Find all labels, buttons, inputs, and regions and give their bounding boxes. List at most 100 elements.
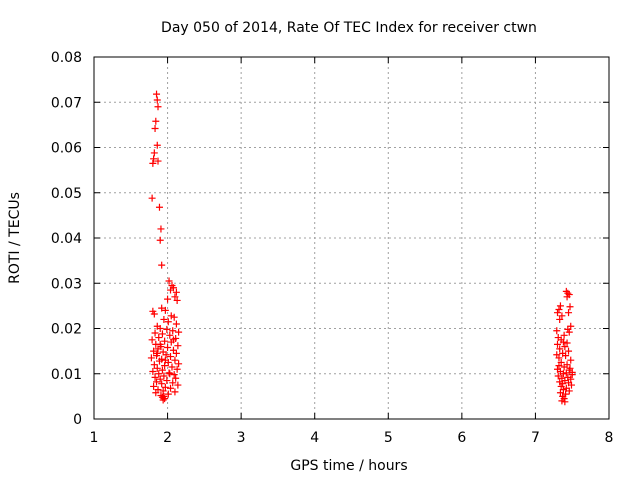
- y-axis-label: ROTI / TECUs: [7, 192, 23, 284]
- x-axis-label: GPS time / hours: [290, 458, 407, 474]
- data-point: [561, 398, 569, 406]
- data-point: [161, 306, 169, 314]
- data-point: [151, 329, 159, 337]
- data-point: [165, 369, 173, 377]
- data-point: [171, 293, 179, 301]
- data-point: [566, 364, 574, 372]
- x-tick-label: 7: [531, 430, 540, 446]
- data-point: [560, 363, 568, 371]
- y-tick-label: 0.03: [51, 276, 82, 292]
- data-point: [565, 347, 573, 355]
- data-point: [155, 370, 163, 378]
- data-point: [149, 159, 157, 167]
- data-point: [164, 390, 172, 398]
- data-point: [553, 351, 561, 359]
- data-point: [151, 373, 159, 381]
- data-point: [567, 381, 575, 389]
- data-point: [173, 296, 181, 304]
- data-point: [565, 387, 573, 395]
- data-point: [169, 346, 177, 354]
- data-point: [559, 386, 567, 394]
- data-point: [156, 236, 164, 244]
- data-point: [153, 90, 161, 98]
- data-point: [162, 351, 170, 359]
- data-point: [150, 361, 158, 369]
- data-point: [174, 342, 182, 350]
- data-point: [158, 304, 166, 312]
- data-point: [155, 357, 163, 365]
- data-point: [174, 381, 182, 389]
- data-point: [153, 349, 161, 357]
- data-point: [554, 372, 562, 380]
- data-point: [168, 363, 176, 371]
- data-point: [153, 364, 161, 372]
- data-point: [171, 356, 179, 364]
- data-point: [555, 305, 563, 313]
- data-point: [171, 388, 179, 396]
- data-point: [559, 370, 567, 378]
- data-point: [561, 343, 569, 351]
- data-point: [564, 289, 572, 297]
- data-point: [567, 322, 575, 330]
- data-point: [558, 312, 566, 320]
- grid-lines: [94, 57, 609, 419]
- data-point: [170, 313, 178, 321]
- data-point: [160, 315, 168, 323]
- data-point: [169, 379, 177, 387]
- data-point: [562, 369, 570, 377]
- data-point: [158, 366, 166, 374]
- data-point: [169, 336, 177, 344]
- data-point: [158, 261, 166, 269]
- data-point: [565, 309, 573, 317]
- data-point: [163, 377, 171, 385]
- data-point: [156, 340, 164, 348]
- data-point: [167, 353, 175, 361]
- data-point: [152, 389, 160, 397]
- data-point: [172, 320, 180, 328]
- data-point: [568, 368, 576, 376]
- x-tick-label: 8: [605, 430, 614, 446]
- data-point: [150, 310, 158, 318]
- data-point: [554, 309, 561, 317]
- data-point: [556, 389, 564, 397]
- data-point: [164, 344, 172, 352]
- y-tick-label: 0.01: [51, 367, 82, 383]
- data-point: [153, 141, 161, 149]
- data-point: [566, 303, 574, 311]
- x-tick-label: 5: [384, 430, 393, 446]
- data-point: [157, 225, 165, 233]
- data-point: [148, 194, 156, 202]
- data-point: [554, 340, 561, 348]
- data-point: [559, 338, 567, 346]
- data-point: [169, 327, 177, 335]
- data-point: [158, 380, 166, 388]
- data-points: [147, 90, 576, 406]
- data-point: [153, 96, 161, 104]
- plot-area-border: [93, 56, 610, 420]
- data-point: [161, 383, 169, 391]
- data-point: [555, 362, 563, 370]
- data-point: [159, 387, 167, 395]
- data-point: [567, 375, 575, 383]
- x-tick-label: 3: [237, 430, 246, 446]
- y-tick-label: 0.08: [51, 50, 82, 66]
- data-point: [172, 349, 180, 357]
- data-point: [161, 395, 169, 403]
- data-point: [164, 318, 172, 326]
- data-point: [161, 362, 169, 370]
- data-point: [563, 339, 571, 347]
- data-point: [167, 312, 175, 320]
- x-tick-label: 6: [457, 430, 466, 446]
- data-point: [172, 374, 180, 382]
- data-point: [161, 337, 169, 345]
- data-point: [155, 203, 163, 211]
- data-point: [158, 330, 166, 338]
- data-point: [553, 327, 561, 335]
- data-point: [150, 347, 158, 355]
- data-point: [150, 382, 158, 390]
- data-point: [167, 286, 175, 294]
- data-point: [152, 117, 160, 125]
- x-tick-label: 4: [310, 430, 319, 446]
- data-point: [150, 149, 158, 157]
